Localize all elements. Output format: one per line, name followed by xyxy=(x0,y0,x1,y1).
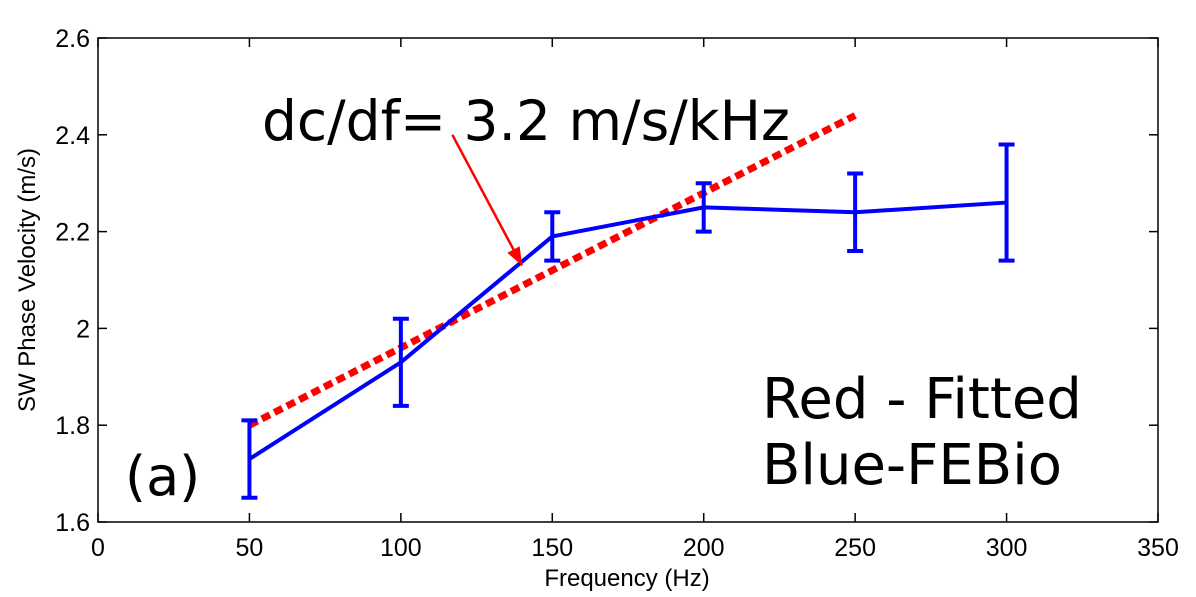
y-tick-label: 2 xyxy=(76,315,90,343)
slope-annotation: dc/df= 3.2 m/s/kHz xyxy=(262,89,790,153)
x-tick-label: 100 xyxy=(380,534,422,562)
annotation-arrow-shaft xyxy=(451,134,524,267)
annotations xyxy=(451,134,524,267)
y-axis-label: SW Phase Velocity (m/s) xyxy=(14,148,41,412)
febio-line xyxy=(248,200,1007,461)
x-axis-ticks: 0 50 100 150 200 250 300 350 xyxy=(91,38,1179,562)
x-axis-label: Frequency (Hz) xyxy=(544,565,709,592)
x-tick-label: 250 xyxy=(834,534,876,562)
y-tick-label: 2.2 xyxy=(55,219,90,247)
x-tick-label: 0 xyxy=(91,534,105,562)
fitted-line xyxy=(247,112,857,429)
x-tick-label: 300 xyxy=(986,534,1028,562)
x-tick-label: 150 xyxy=(531,534,573,562)
y-tick-label: 2.6 xyxy=(55,25,90,53)
legend-febio-label: Blue-FEBio xyxy=(762,433,1062,498)
panel-label: (a) xyxy=(125,445,200,508)
x-tick-label: 50 xyxy=(236,534,264,562)
y-tick-label: 2.4 xyxy=(55,122,90,150)
y-tick-label: 1.6 xyxy=(55,509,90,537)
fitted-series xyxy=(247,112,857,429)
x-tick-label: 200 xyxy=(683,534,725,562)
legend-fitted-label: Red - Fitted xyxy=(762,367,1082,432)
febio-series xyxy=(241,142,1015,500)
x-tick-label: 350 xyxy=(1137,534,1179,562)
y-axis-ticks: 1.6 1.8 2 2.2 2.4 2.6 xyxy=(55,25,1158,537)
y-tick-label: 1.8 xyxy=(55,412,90,440)
annotation-arrow-head xyxy=(507,246,522,266)
